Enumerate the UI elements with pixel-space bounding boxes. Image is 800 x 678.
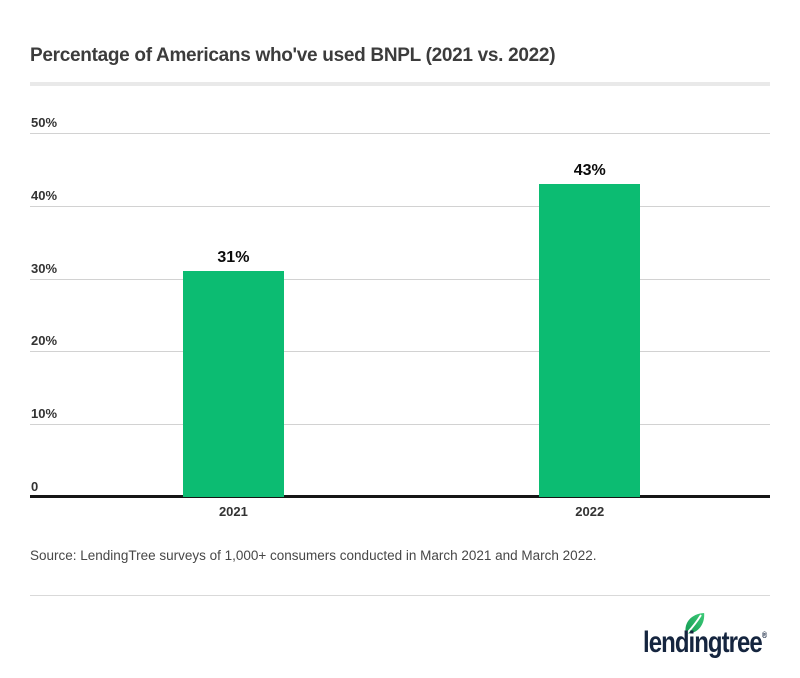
gridline-50 [30, 133, 770, 134]
y-tick-label-0: 0 [31, 479, 39, 494]
x-axis-line [30, 495, 770, 498]
registered-mark: ® [761, 630, 767, 640]
y-tick-label-40: 40% [31, 187, 58, 203]
y-tick-label-20: 20% [31, 333, 58, 349]
y-tick-label-30: 30% [31, 260, 58, 276]
title-divider [30, 82, 770, 86]
bar-2021 [182, 271, 284, 497]
gridline-10 [30, 424, 770, 426]
x-tick-label-2022: 2022 [575, 504, 605, 519]
bar-value-label-2022: 43% [573, 161, 606, 179]
logo-text: lendingtree [642, 626, 763, 659]
leaf-icon [685, 613, 705, 634]
footer-divider [30, 595, 770, 596]
gridline-40 [30, 205, 770, 207]
gridline-20 [30, 351, 770, 353]
lendingtree-logo: lendingtree® [607, 612, 767, 660]
chart-title: Percentage of Americans who've used BNPL… [30, 45, 556, 66]
x-tick-label-2021: 2021 [218, 504, 248, 519]
y-tick-label-50: 50% [31, 115, 58, 130]
y-tick-label-10: 10% [31, 406, 58, 422]
logo-text-row: lendingtree® [643, 627, 767, 659]
bar-2022 [539, 183, 641, 497]
plot-area: 0 10% 20% 30% 40% 50% 31% 2021 43% 2022 [30, 116, 770, 519]
bar-value-label-2021: 31% [217, 249, 250, 267]
source-note: Source: LendingTree surveys of 1,000+ co… [30, 548, 597, 563]
gridline-30 [30, 278, 770, 280]
